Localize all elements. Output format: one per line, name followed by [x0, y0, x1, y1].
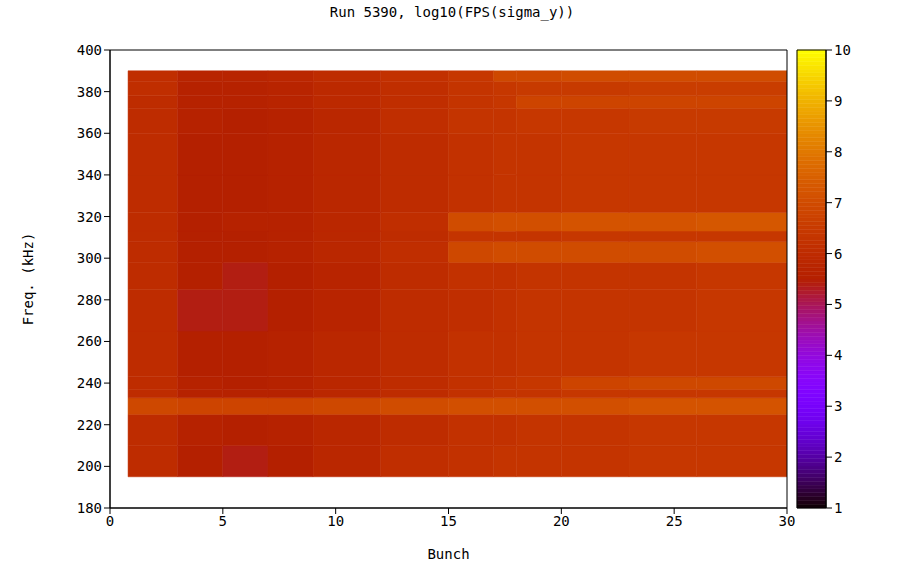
- svg-text:2: 2: [834, 449, 842, 465]
- svg-text:180: 180: [77, 500, 102, 516]
- svg-text:Bunch: Bunch: [427, 546, 469, 562]
- svg-text:3: 3: [834, 398, 842, 414]
- svg-text:340: 340: [77, 167, 102, 183]
- svg-text:30: 30: [779, 513, 796, 529]
- svg-text:10: 10: [834, 42, 851, 58]
- html-text:Run 5390, log10(FPS(sigma_y)): Run 5390, log10(FPS(sigma_y)): [329, 4, 575, 20]
- svg-text:6: 6: [834, 246, 842, 262]
- svg-text:8: 8: [834, 144, 842, 160]
- svg-text:5: 5: [834, 296, 842, 312]
- svg-text:400: 400: [77, 42, 102, 58]
- svg-text:25: 25: [666, 513, 683, 529]
- svg-text:200: 200: [77, 458, 102, 474]
- svg-text:10: 10: [327, 513, 344, 529]
- svg-text:Freq. (kHz): Freq. (kHz): [20, 233, 36, 326]
- svg-text:240: 240: [77, 375, 102, 391]
- svg-text:5: 5: [219, 513, 227, 529]
- svg-text:380: 380: [77, 84, 102, 100]
- svg-text:15: 15: [440, 513, 457, 529]
- svg-text:220: 220: [77, 417, 102, 433]
- svg-text:0: 0: [106, 513, 114, 529]
- svg-text:20: 20: [553, 513, 570, 529]
- svg-text:300: 300: [77, 250, 102, 266]
- svg-text:260: 260: [77, 333, 102, 349]
- svg-text:360: 360: [77, 125, 102, 141]
- svg-text:280: 280: [77, 292, 102, 308]
- svg-text:7: 7: [834, 195, 842, 211]
- svg-text:4: 4: [834, 347, 842, 363]
- svg-text:320: 320: [77, 209, 102, 225]
- svg-text:9: 9: [834, 93, 842, 109]
- svg-text:1: 1: [834, 500, 842, 516]
